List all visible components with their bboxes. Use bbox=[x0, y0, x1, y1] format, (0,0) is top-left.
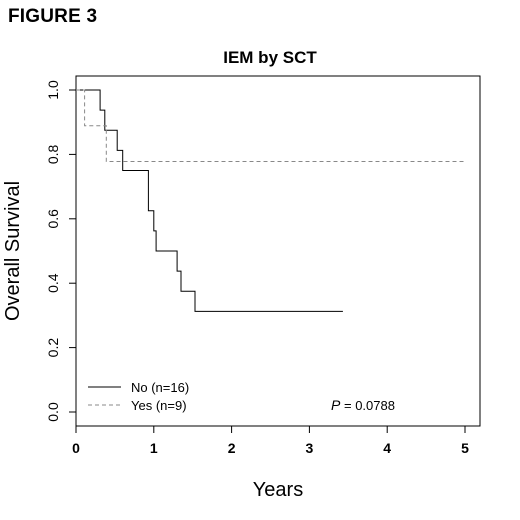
p-value-annotation: P = 0.0788 bbox=[331, 397, 395, 413]
series-layer bbox=[76, 89, 465, 312]
y-tick-label: 0.4 bbox=[45, 273, 61, 293]
legend: No (n=16) Yes (n=9) bbox=[88, 380, 189, 413]
x-tick-label: 0 bbox=[72, 440, 80, 456]
x-axis: 0 1 2 3 4 5 bbox=[72, 426, 469, 456]
legend-label-yes: Yes (n=9) bbox=[131, 398, 187, 413]
x-axis-label: Years bbox=[253, 479, 303, 501]
p-value-symbol: P bbox=[331, 397, 341, 413]
chart-title: IEM by SCT bbox=[223, 48, 317, 67]
x-tick-label: 2 bbox=[228, 440, 236, 456]
y-tick-label: 0.8 bbox=[45, 144, 61, 164]
series-line-no bbox=[76, 89, 343, 312]
figure-label: FIGURE 3 bbox=[8, 6, 98, 27]
x-tick-label: 5 bbox=[461, 440, 469, 456]
y-axis-label: Overall Survival bbox=[2, 181, 24, 321]
p-value-text: = 0.0788 bbox=[344, 398, 395, 413]
series-line-yes bbox=[76, 89, 465, 162]
y-tick-label: 0.2 bbox=[45, 338, 61, 358]
x-tick-label: 1 bbox=[150, 440, 158, 456]
plot-frame bbox=[75, 75, 481, 427]
legend-label-no: No (n=16) bbox=[131, 380, 189, 395]
y-tick-label: 0.0 bbox=[45, 402, 61, 422]
y-tick-label: 0.6 bbox=[45, 209, 61, 229]
x-tick-label: 3 bbox=[306, 440, 314, 456]
y-axis: 0.0 0.2 0.4 0.6 0.8 1.0 bbox=[45, 80, 76, 422]
x-tick-label: 4 bbox=[383, 440, 391, 456]
y-tick-label: 1.0 bbox=[45, 80, 61, 100]
